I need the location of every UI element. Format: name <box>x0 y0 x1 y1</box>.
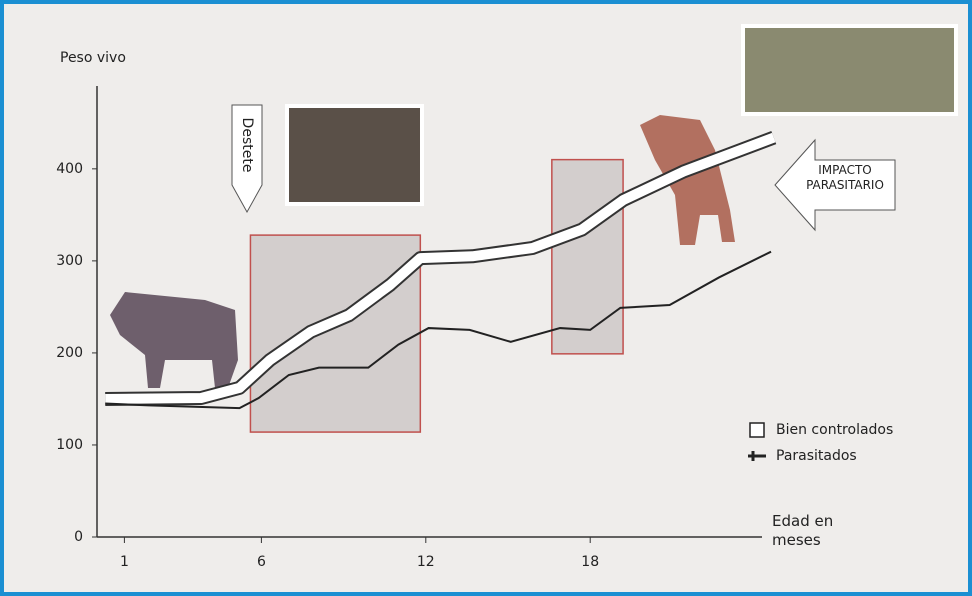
annotation-box: IMPACTO PARASITARIO <box>806 163 884 192</box>
x-tick-label: 1 <box>120 554 129 570</box>
highlight-region <box>551 158 624 355</box>
x-tick-label: 18 <box>581 554 599 570</box>
x-tick-label: 6 <box>257 554 266 570</box>
series-line <box>105 132 776 404</box>
photo-herd <box>741 24 958 116</box>
y-axis-label: Peso vivo <box>60 50 126 66</box>
steer-illustration <box>640 115 735 245</box>
photo-weaning <box>285 104 424 206</box>
y-tick-label: 400 <box>56 161 83 177</box>
legend-swatch <box>749 422 765 438</box>
calf-illustration <box>110 292 238 388</box>
series-line <box>105 250 772 410</box>
y-tick-label: 200 <box>56 345 83 361</box>
y-tick-label: 300 <box>56 253 83 269</box>
annotation: Destete <box>239 118 255 173</box>
annotation: IMPACTO PARASITARIO <box>806 163 884 192</box>
impact-arrow <box>774 138 896 232</box>
x-tick-label: 12 <box>417 554 435 570</box>
x-label-box: Edad en meses <box>772 512 834 549</box>
destete-arrow <box>231 104 263 214</box>
legend-label: Parasitados <box>776 448 857 464</box>
legend-label: Bien controlados <box>776 422 893 438</box>
y-tick-label: 0 <box>74 529 83 545</box>
y-tick-label: 100 <box>56 437 83 453</box>
x-axis-label: Edad en meses <box>772 512 834 549</box>
highlight-region <box>249 234 422 433</box>
